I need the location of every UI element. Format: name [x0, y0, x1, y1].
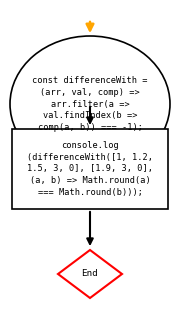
Text: End: End	[82, 269, 98, 279]
Text: const differenceWith =
(arr, val, comp) =>
arr.filter(a =>
val.findIndex(b =>
co: const differenceWith = (arr, val, comp) …	[32, 76, 148, 132]
Bar	[12, 129, 168, 209]
Polygon shape	[58, 250, 122, 298]
Text: console.log
(differenceWith([1, 1.2,
1.5, 3, 0], [1.9, 3, 0],
(a, b) => Math.rou: console.log (differenceWith([1, 1.2, 1.5…	[27, 141, 153, 197]
Ellipse shape	[10, 36, 170, 172]
